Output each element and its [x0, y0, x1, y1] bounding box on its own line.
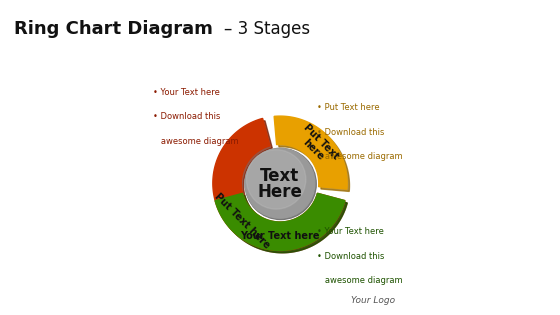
Polygon shape [215, 121, 347, 253]
Circle shape [245, 148, 316, 220]
Polygon shape [215, 193, 345, 250]
Text: • Download this: • Download this [318, 128, 385, 137]
Text: • Put Text here: • Put Text here [318, 103, 380, 112]
Text: Put Text
here: Put Text here [294, 122, 341, 169]
Text: Ring Chart Diagram: Ring Chart Diagram [14, 20, 213, 38]
Text: Here: Here [258, 183, 302, 201]
Text: • Your Text here: • Your Text here [318, 227, 384, 236]
Circle shape [245, 148, 315, 218]
Text: Your Logo: Your Logo [351, 296, 395, 305]
Circle shape [246, 150, 306, 209]
Polygon shape [213, 118, 345, 250]
Text: Text: Text [260, 167, 300, 185]
Text: awesome diagram: awesome diagram [318, 152, 403, 161]
Text: awesome diagram: awesome diagram [318, 276, 403, 285]
Text: • Download this: • Download this [318, 252, 385, 261]
Text: awesome diagram: awesome diagram [153, 137, 239, 146]
Text: – 3 Stages: – 3 Stages [224, 20, 310, 38]
Text: • Your Text here: • Your Text here [153, 88, 220, 97]
Text: Your Text here: Your Text here [240, 231, 320, 241]
Polygon shape [217, 196, 347, 253]
Text: • Download this: • Download this [153, 112, 221, 121]
Polygon shape [277, 118, 349, 192]
Text: Put Text here: Put Text here [213, 191, 272, 250]
Polygon shape [274, 116, 347, 189]
